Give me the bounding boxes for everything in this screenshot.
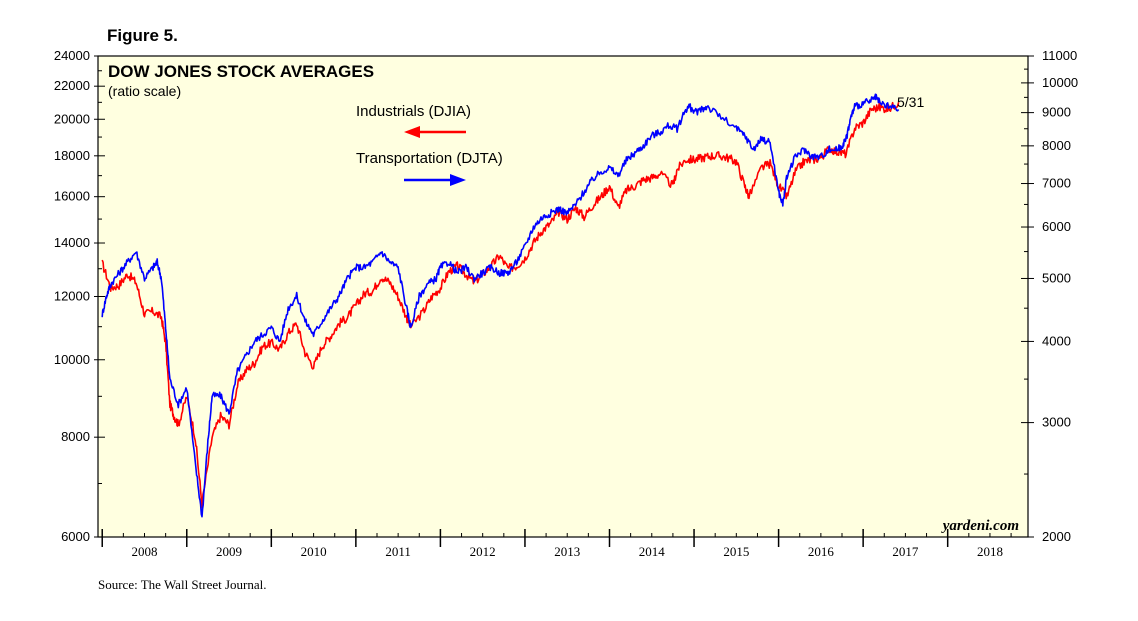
left-tick-label: 20000: [54, 111, 90, 126]
legend-industrials: Industrials (DJIA): [356, 103, 471, 120]
year-label: 2009: [216, 544, 242, 559]
right-tick-label: 9000: [1042, 105, 1071, 120]
series-transportation-line: [101, 93, 900, 518]
right-tick-label: 4000: [1042, 333, 1071, 348]
year-label: 2018: [977, 544, 1003, 559]
year-label: 2013: [554, 544, 580, 559]
legend-transportation: Transportation (DJTA): [356, 150, 503, 167]
right-tick-label: 8000: [1042, 138, 1071, 153]
left-tick-label: 16000: [54, 189, 90, 204]
left-tick-label: 18000: [54, 148, 90, 163]
legend-industrials-arrow: [404, 126, 466, 138]
year-label: 2008: [132, 544, 158, 559]
right-tick-label: 6000: [1042, 219, 1071, 234]
right-tick-label: 11000: [1042, 48, 1077, 63]
figure-label: Figure 5.: [107, 26, 178, 45]
year-label: 2010: [301, 544, 327, 559]
year-label: 2015: [723, 544, 749, 559]
left-tick-label: 8000: [61, 429, 90, 444]
watermark: yardeni.com: [941, 518, 1019, 534]
legend-transportation-arrow: [404, 174, 466, 186]
year-label: 2017: [892, 544, 919, 559]
left-tick-label: 22000: [54, 78, 90, 93]
plot-background: [97, 55, 1029, 538]
year-label: 2011: [385, 544, 411, 559]
arrow-head: [450, 174, 466, 186]
left-tick-label: 6000: [61, 529, 90, 544]
chart-title: DOW JONES STOCK AVERAGES: [108, 62, 374, 81]
source-note: Source: The Wall Street Journal.: [98, 577, 267, 592]
year-label: 2016: [808, 544, 835, 559]
end-date-label: 5/31: [897, 94, 924, 110]
year-label: 2012: [470, 544, 496, 559]
right-tick-label: 5000: [1042, 270, 1071, 285]
series-layer: [101, 93, 900, 518]
arrow-head: [404, 126, 420, 138]
left-tick-label: 12000: [54, 289, 90, 304]
chart-subtitle: (ratio scale): [108, 83, 181, 99]
left-tick-label: 24000: [54, 48, 90, 63]
left-tick-label: 14000: [54, 235, 90, 250]
axis-ticks: 6000 8000 10000 12000 14000 16000 18000 20000 22…: [54, 48, 1078, 559]
left-tick-label: 10000: [54, 352, 90, 367]
right-tick-label: 10000: [1042, 75, 1078, 90]
right-tick-label: 3000: [1042, 415, 1071, 430]
right-tick-label: 2000: [1042, 529, 1071, 544]
right-tick-label: 7000: [1042, 176, 1071, 191]
year-label: 2014: [639, 544, 666, 559]
